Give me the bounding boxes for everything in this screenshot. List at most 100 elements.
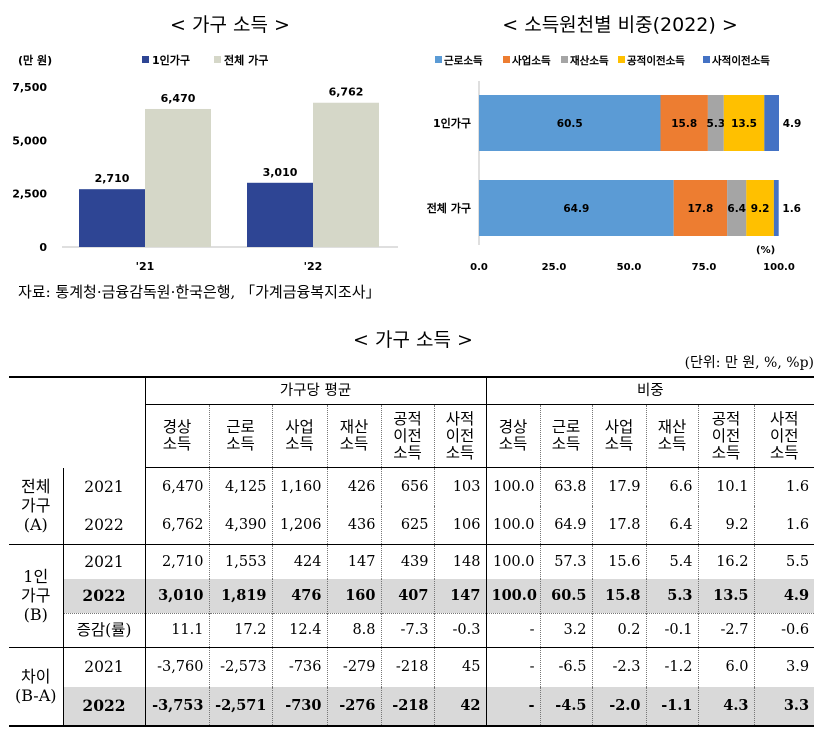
segment-0-0 (479, 95, 661, 151)
share-value: 100.0 (485, 467, 540, 506)
legend: 근로소득 사업소득 재산소득 공적이전소득 사적이전소득 (435, 54, 770, 67)
legend-swatch-4 (703, 56, 710, 63)
avg-value: 6,470 (144, 467, 209, 506)
x-tick-label: 75.0 (692, 262, 717, 273)
share-value: 17.9 (591, 467, 646, 506)
legend-swatch-1 (503, 56, 510, 63)
avg-value: -2,573 (208, 646, 272, 687)
data-label: 9.2 (751, 203, 770, 215)
avg-value: 407 (380, 578, 434, 613)
share-value: 9.2 (697, 505, 754, 544)
share-value: -2.0 (591, 686, 646, 727)
x-tick-label: 25.0 (542, 262, 567, 273)
avg-value: 17.2 (208, 612, 272, 647)
avg-value: 147 (433, 578, 486, 613)
share-value: - (485, 612, 540, 647)
segment-1-1 (673, 180, 728, 236)
data-label: 2,710 (95, 172, 130, 185)
avg-value: -279 (326, 646, 381, 687)
avg-value: -730 (271, 686, 327, 727)
x-tick-label: 100.0 (763, 262, 795, 273)
legend-label-2: 재산소득 (570, 54, 609, 67)
table-title: < 가구 소득 > (353, 329, 473, 351)
data-label: 6,762 (329, 86, 364, 99)
row-year-label: 2021 (62, 467, 145, 506)
avg-value: 476 (271, 578, 327, 613)
share-value: 4.9 (753, 578, 815, 613)
segment-0-2 (707, 95, 724, 151)
bar-'21-1 (145, 108, 211, 247)
bar-'22-0 (247, 182, 313, 247)
header-row: 경상 소득 근로 소득 사업 소득 재산 소득 공적 이전 소득 사적 이전 소득 경상 소득 근로 소득 사업 소득… (9, 404, 815, 468)
legend-swatch-3 (618, 56, 625, 63)
avg-value: -276 (326, 686, 381, 727)
legend-label-4: 사적이전소득 (712, 54, 770, 67)
avg-value: 148 (433, 543, 486, 579)
data-label: 5.3 (707, 118, 726, 130)
data-label: 17.8 (687, 203, 713, 215)
data-label: 15.8 (671, 118, 697, 130)
column-header: 경상 소득 (144, 404, 209, 468)
group-header-share: 비중 (485, 376, 815, 405)
column-header: 재산 소득 (326, 404, 381, 468)
share-value: - (485, 686, 540, 727)
share-value: 5.4 (645, 543, 698, 579)
share-value: -0.6 (753, 612, 815, 647)
share-value: 6.0 (697, 646, 754, 687)
left-chart-title: < 가구 소득 > (170, 14, 290, 36)
legend-swatch-2 (561, 56, 568, 63)
avg-value: 2,710 (144, 543, 209, 579)
y-tick-label: 0 (39, 241, 47, 254)
avg-value: 424 (271, 543, 327, 579)
column-header: 경상 소득 (485, 404, 540, 468)
y-tick-label: 2,500 (12, 188, 47, 201)
avg-value: 1,160 (271, 467, 327, 506)
segment-1-2 (727, 180, 747, 236)
legend-label-1: 사업소득 (512, 54, 551, 67)
row-year-label: 2022 (62, 505, 145, 544)
right-chart-title: < 소득원천별 비중(2022) > (502, 14, 738, 36)
share-value: 63.8 (539, 467, 592, 506)
segment-0-1 (660, 95, 708, 151)
group-header-avg: 가구당 평균 (144, 376, 486, 405)
share-value: 57.3 (539, 543, 592, 579)
data-label: 1.6 (782, 203, 801, 215)
x-tick-label: 0.0 (470, 262, 488, 273)
row-group-label: 차이 (B-A) (9, 646, 63, 727)
column-header: 사적 이전 소득 (433, 404, 486, 468)
data-label: 3,010 (263, 166, 298, 179)
share-value: 3.2 (539, 612, 592, 647)
share-value: 0.2 (591, 612, 646, 647)
row-group-label: 1인 가구 (B) (9, 543, 63, 647)
avg-value: 439 (380, 543, 434, 579)
avg-value: -736 (271, 646, 327, 687)
household-income-bar-chart: (만 원) 1인가구 전체 가구 0 2,500 5,000 7,500 '21 '22 2… (12, 53, 398, 273)
share-value: 5.5 (753, 543, 815, 579)
avg-value: 11.1 (144, 612, 209, 647)
share-value: 60.5 (539, 578, 592, 613)
avg-value: 8.8 (326, 612, 381, 647)
bar-'21-0 (79, 189, 145, 247)
table-row: 2022 6,762 4,390 1,206 436 625 106 100.0 64.9 17.… (9, 505, 815, 544)
avg-value: 1,819 (208, 578, 272, 613)
category-label: 전체 가구 (427, 201, 471, 215)
segment-0-3 (723, 95, 765, 151)
unit-note: (단위: 만 원, %, %p) (684, 355, 814, 371)
x-tick-label: 50.0 (617, 262, 642, 273)
share-value: 1.6 (753, 467, 815, 506)
avg-value: 3,010 (144, 578, 209, 613)
avg-value: -218 (380, 646, 434, 687)
share-value: 3.3 (753, 686, 815, 727)
avg-value: 625 (380, 505, 434, 544)
segment-0-4 (764, 95, 779, 151)
share-value: 1.6 (753, 505, 815, 544)
stacked-bars: 60.5 15.8 5.3 13.5 4.9 64.9 17.8 6.4 9.2 1.6 (479, 95, 801, 236)
share-value: 100.0 (485, 543, 540, 579)
avg-value: 4,390 (208, 505, 272, 544)
legend-swatch-0 (142, 56, 149, 63)
row-group-label: 전체 가구 (A) (21, 477, 51, 534)
share-value: 17.8 (591, 505, 646, 544)
avg-value: -2,571 (208, 686, 272, 727)
share-value: 64.9 (539, 505, 592, 544)
